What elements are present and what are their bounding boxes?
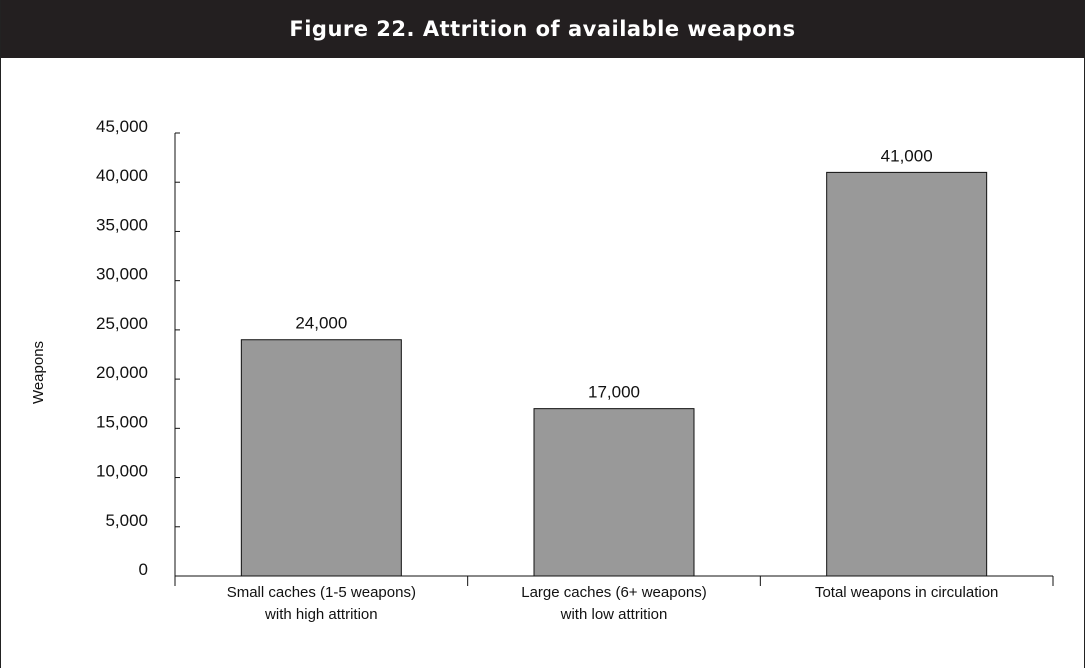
title-bar: Figure 22. Attrition of available weapon… [1,0,1084,58]
y-tick-label: 20,000 [96,363,148,382]
y-tick-label: 30,000 [96,265,148,284]
y-tick-label: 15,000 [96,412,148,431]
x-category-label: with high attrition [264,606,378,623]
x-category-label: Total weapons in circulation [815,584,998,601]
y-axis-title: Weapons [30,341,47,404]
y-tick-label: 45,000 [96,117,148,136]
data-label: 41,000 [881,146,933,165]
y-tick-label: 40,000 [96,166,148,185]
x-category-label: with low attrition [560,606,668,623]
bar [533,408,695,577]
bar [826,171,988,577]
x-category-label: Large caches (6+ weapons) [521,584,707,601]
y-tick-label: 35,000 [96,215,148,234]
chart-title: Figure 22. Attrition of available weapon… [289,17,796,41]
y-tick-label: 0 [139,560,148,579]
data-label: 17,000 [588,383,640,402]
bar [240,339,402,577]
y-tick-label: 25,000 [96,314,148,333]
y-tick-label: 10,000 [96,462,148,481]
data-label: 24,000 [295,314,347,333]
x-category-label: Small caches (1-5 weapons) [227,584,416,601]
bar-chart: 0 5,000 10,000 15,000 20,000 25,000 30,000 35,0… [30,117,1054,623]
y-tick-label: 5,000 [105,511,148,530]
